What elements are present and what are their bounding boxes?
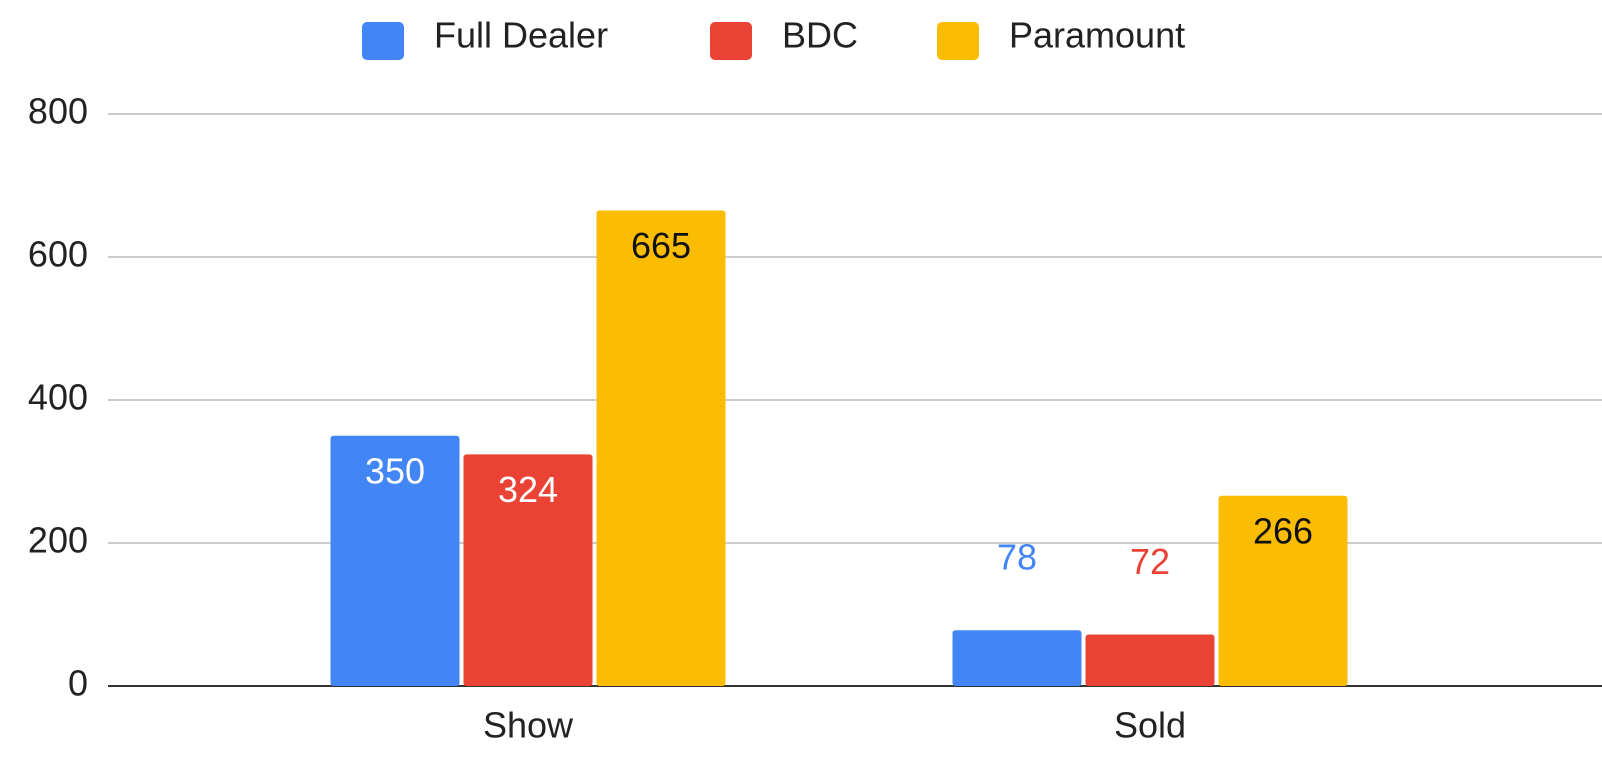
x-tick-label: Show	[483, 705, 574, 746]
legend-label: Full Dealer	[434, 15, 608, 56]
y-tick-label: 200	[28, 520, 88, 561]
y-tick-label: 400	[28, 377, 88, 418]
bar	[330, 435, 460, 686]
bar	[1218, 495, 1348, 686]
x-tick-label: Sold	[1114, 705, 1186, 746]
legend-label: Paramount	[1009, 15, 1185, 56]
legend-label: BDC	[782, 15, 858, 56]
bar	[952, 630, 1082, 686]
data-label: 324	[498, 469, 558, 510]
data-label: 350	[365, 450, 425, 491]
bar	[596, 210, 726, 686]
bar	[1085, 634, 1215, 686]
data-label: 266	[1253, 510, 1313, 551]
data-label: 78	[997, 537, 1037, 578]
y-tick-label: 0	[68, 663, 88, 704]
legend-swatch	[937, 22, 979, 60]
legend-swatch	[362, 22, 404, 60]
data-label: 665	[631, 225, 691, 266]
legend-swatch	[710, 22, 752, 60]
data-label: 72	[1130, 541, 1170, 582]
y-tick-label: 800	[28, 91, 88, 132]
y-tick-label: 600	[28, 234, 88, 275]
bar	[463, 454, 593, 686]
